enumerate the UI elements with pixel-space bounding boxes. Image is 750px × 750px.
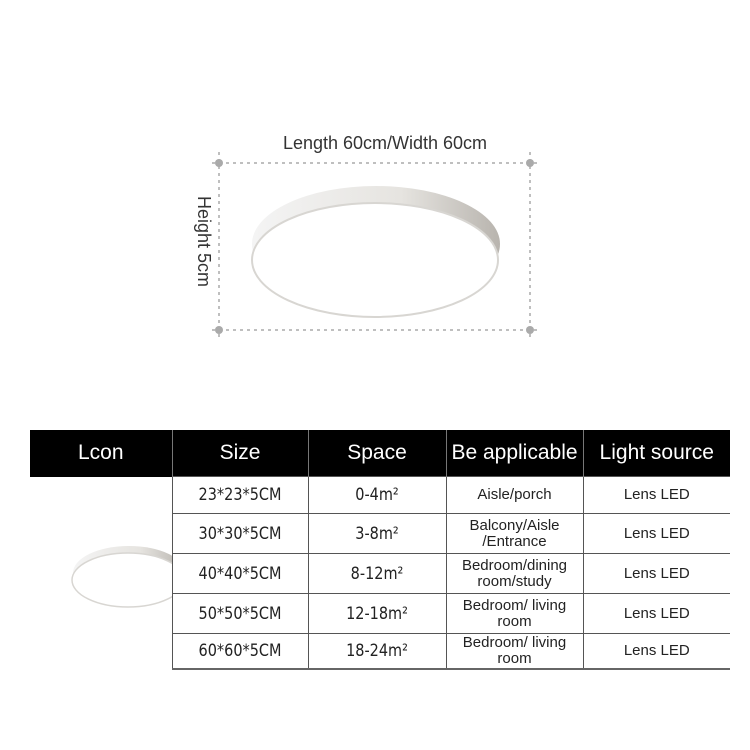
table-row: 23*23*5CM 0-4m² Aisle/porch Lens LED bbox=[30, 476, 730, 608]
space-cell: 8-12m² bbox=[317, 553, 436, 594]
applicable-cell: Aisle/porch bbox=[445, 476, 583, 514]
table-row: 50*50*5CM 12-18m² Bedroom/ living room L… bbox=[30, 593, 730, 634]
size-cell: 40*40*5CM bbox=[181, 553, 298, 594]
space-cell: 18-24m² bbox=[317, 633, 436, 670]
light-source-cell: Lens LED bbox=[582, 553, 730, 594]
table-row: 60*60*5CM 18-24m² Bedroom/ living room L… bbox=[30, 633, 730, 670]
space-cell: 0-4m² bbox=[317, 476, 436, 514]
light-source-cell: Lens LED bbox=[582, 633, 730, 670]
spec-table: Lcon Size Space Be applicable Light sour… bbox=[30, 430, 730, 670]
lamp-dimension-diagram bbox=[212, 152, 540, 340]
applicable-cell: Bedroom/ living room bbox=[445, 633, 583, 670]
header-applicable: Be applicable bbox=[445, 430, 583, 477]
light-source-cell: Lens LED bbox=[582, 513, 730, 554]
table-row: 40*40*5CM 8-12m² Bedroom/dining room/stu… bbox=[30, 553, 730, 594]
lamp-icon bbox=[30, 477, 172, 669]
size-cell: 50*50*5CM bbox=[181, 593, 298, 634]
light-source-cell: Lens LED bbox=[582, 593, 730, 634]
applicable-cell: Balcony/Aisle /Entrance bbox=[445, 513, 583, 554]
header-space: Space bbox=[307, 430, 446, 477]
header-light-source: Light source bbox=[582, 430, 730, 477]
light-source-cell: Lens LED bbox=[582, 476, 730, 514]
applicable-cell: Bedroom/dining room/study bbox=[445, 553, 583, 594]
table-header: Lcon Size Space Be applicable Light sour… bbox=[30, 430, 730, 477]
space-cell: 3-8m² bbox=[317, 513, 436, 554]
size-cell: 60*60*5CM bbox=[181, 633, 298, 670]
applicable-cell: Bedroom/ living room bbox=[445, 593, 583, 634]
space-cell: 12-18m² bbox=[317, 593, 436, 634]
dimension-lines bbox=[212, 152, 540, 340]
header-size: Size bbox=[171, 430, 308, 477]
header-icon: Lcon bbox=[30, 430, 172, 477]
length-width-label: Length 60cm/Width 60cm bbox=[282, 133, 488, 153]
lamp-image bbox=[251, 186, 500, 318]
size-cell: 30*30*5CM bbox=[181, 513, 298, 554]
size-cell: 23*23*5CM bbox=[181, 476, 298, 514]
height-label: Height 5cm bbox=[194, 196, 214, 288]
table-row: 30*30*5CM 3-8m² Balcony/Aisle /Entrance … bbox=[30, 513, 730, 554]
